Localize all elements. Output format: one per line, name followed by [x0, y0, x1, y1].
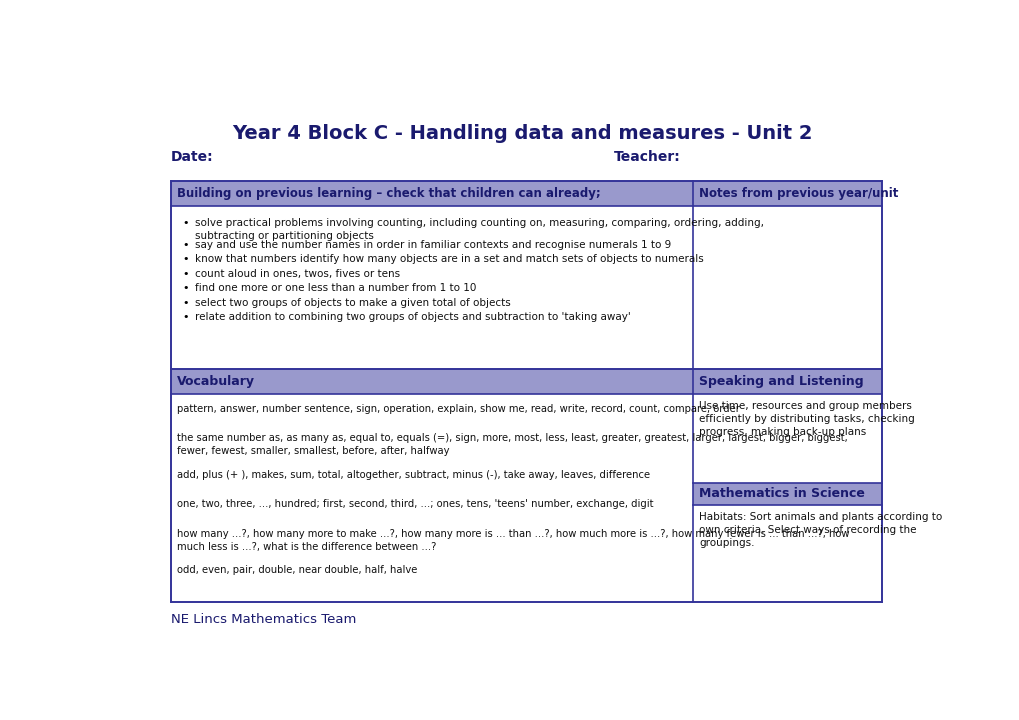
Text: Use time, resources and group members
efficiently by distributing tasks, checkin: Use time, resources and group members ef… [698, 401, 914, 437]
Text: add, plus (+ ), makes, sum, total, altogether, subtract, minus (-), take away, l: add, plus (+ ), makes, sum, total, altog… [177, 470, 650, 480]
Text: Notes from previous year/unit: Notes from previous year/unit [698, 186, 898, 199]
Text: pattern, answer, number sentence, sign, operation, explain, show me, read, write: pattern, answer, number sentence, sign, … [177, 404, 740, 414]
Text: solve practical problems involving counting, including counting on, measuring, c: solve practical problems involving count… [195, 217, 763, 241]
Text: •: • [181, 283, 189, 293]
Text: Year 4 Block C - Handling data and measures - Unit 2: Year 4 Block C - Handling data and measu… [232, 124, 812, 143]
Text: one, two, three, ..., hundred; first, second, third, ...; ones, tens, 'teens' nu: one, two, three, ..., hundred; first, se… [177, 500, 653, 510]
Text: •: • [181, 217, 189, 228]
Text: Building on previous learning – check that children can already;: Building on previous learning – check th… [177, 186, 600, 199]
Text: Date:: Date: [171, 150, 213, 164]
Text: •: • [181, 254, 189, 264]
Text: know that numbers identify how many objects are in a set and match sets of objec: know that numbers identify how many obje… [195, 254, 703, 264]
Bar [171, 206, 881, 369]
Text: find one more or one less than a number from 1 to 10: find one more or one less than a number … [195, 283, 476, 293]
Text: Mathematics in Science: Mathematics in Science [698, 487, 864, 500]
Text: Habitats: Sort animals and plants according to
own criteria. Select ways of reco: Habitats: Sort animals and plants accord… [698, 512, 942, 548]
Text: say and use the number names in order in familiar contexts and recognise numeral: say and use the number names in order in… [195, 240, 671, 250]
Bar [171, 181, 692, 206]
Text: odd, even, pair, double, near double, half, halve: odd, even, pair, double, near double, ha… [177, 565, 417, 575]
Bar [692, 181, 881, 206]
Text: •: • [181, 312, 189, 322]
Text: relate addition to combining two groups of objects and subtraction to 'taking aw: relate addition to combining two groups … [195, 312, 630, 322]
Text: Teacher:: Teacher: [613, 150, 680, 164]
Text: •: • [181, 297, 189, 307]
Text: •: • [181, 240, 189, 250]
Text: the same number as, as many as, equal to, equals (=), sign, more, most, less, le: the same number as, as many as, equal to… [177, 433, 847, 456]
Bar [171, 394, 881, 602]
Bar [692, 483, 881, 505]
Bar [171, 369, 692, 394]
Text: how many ...?, how many more to make ...?, how many more is ... than ...?, how m: how many ...?, how many more to make ...… [177, 528, 849, 552]
Text: select two groups of objects to make a given total of objects: select two groups of objects to make a g… [195, 297, 510, 307]
Bar [692, 369, 881, 394]
Text: count aloud in ones, twos, fives or tens: count aloud in ones, twos, fives or tens [195, 269, 399, 279]
Bar [171, 181, 881, 602]
Text: NE Lincs Mathematics Team: NE Lincs Mathematics Team [171, 613, 356, 626]
Text: Vocabulary: Vocabulary [177, 375, 255, 388]
Text: •: • [181, 269, 189, 279]
Text: Speaking and Listening: Speaking and Listening [698, 375, 863, 388]
